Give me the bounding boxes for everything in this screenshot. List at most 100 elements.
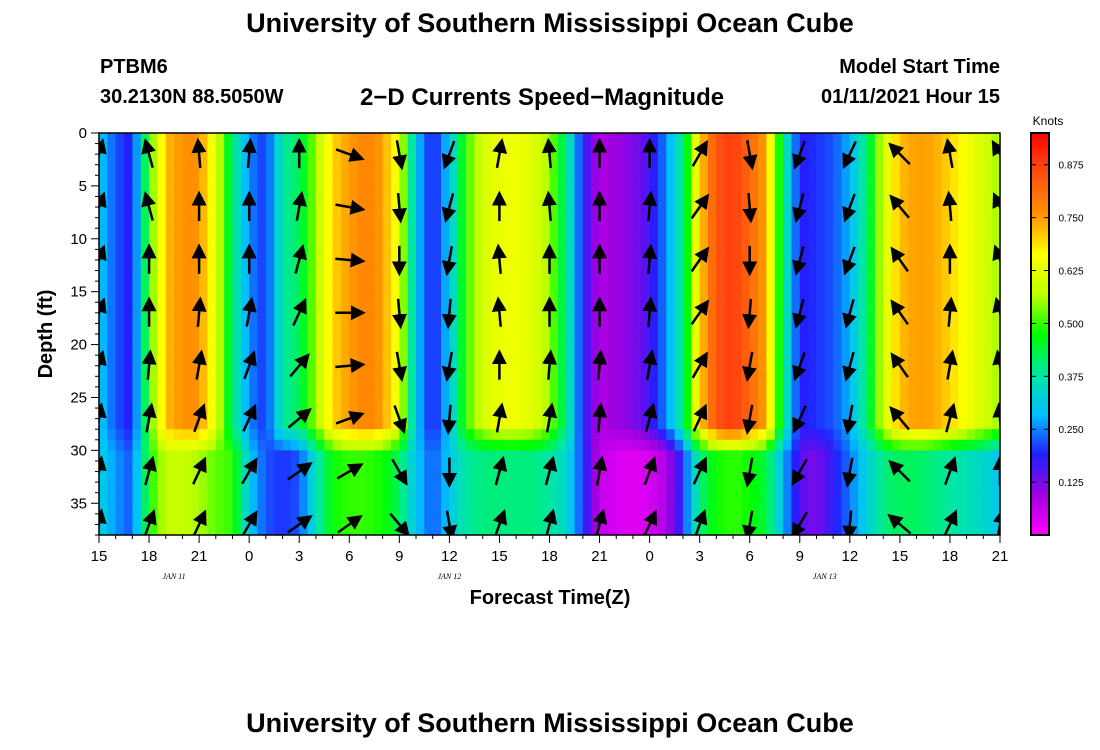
heatmap-cell — [107, 429, 117, 441]
heatmap-cell — [691, 291, 701, 303]
heatmap-cell — [524, 376, 534, 388]
chart-subtitle: 2−D Currents Speed−Magnitude — [360, 84, 725, 111]
heatmap-cell — [124, 344, 133, 356]
heatmap-cell — [874, 270, 884, 282]
heatmap-cell — [357, 196, 367, 208]
heatmap-cell — [165, 513, 175, 526]
heatmap-cell — [290, 334, 300, 346]
heatmap-cell — [507, 376, 517, 388]
heatmap-cell — [482, 376, 492, 388]
heatmap-cell — [274, 228, 284, 240]
heatmap-cell — [407, 281, 417, 293]
heatmap-cell — [215, 482, 225, 494]
heatmap-cell — [716, 164, 726, 176]
heatmap-cell — [941, 439, 951, 451]
heatmap-cell — [974, 503, 984, 515]
heatmap-cell — [874, 471, 884, 483]
heatmap-cell — [549, 281, 559, 293]
heatmap-cell — [107, 207, 117, 219]
heatmap-cell — [265, 492, 275, 504]
heatmap-cell — [174, 397, 184, 409]
heatmap-cell — [124, 492, 133, 504]
heatmap-cell — [174, 175, 184, 187]
model-start-label: Model Start Time — [839, 56, 1000, 78]
heatmap-cell — [699, 429, 709, 441]
heatmap-cell — [115, 196, 125, 208]
heatmap-cell — [616, 503, 626, 515]
heatmap-cell — [674, 302, 684, 314]
heatmap-cell — [808, 439, 818, 451]
heatmap-cell — [974, 439, 984, 451]
heatmap-cell — [816, 249, 826, 261]
heatmap-cell — [424, 471, 434, 483]
heatmap-cell — [783, 228, 793, 240]
heatmap-cell — [449, 270, 459, 282]
heatmap-cell — [799, 460, 809, 473]
heatmap-cell — [240, 503, 250, 515]
current-vector — [888, 459, 911, 483]
heatmap-cell — [666, 259, 676, 272]
heatmap-cell — [149, 471, 158, 483]
heatmap-cell — [407, 270, 417, 282]
heatmap-cell — [858, 429, 868, 441]
heatmap-cell — [340, 312, 350, 325]
heatmap-cell — [382, 492, 392, 504]
heatmap-cell — [924, 207, 934, 219]
heatmap-cell — [466, 217, 476, 229]
heatmap-cell — [324, 185, 334, 198]
heatmap-cell — [657, 312, 667, 325]
heatmap-cell — [582, 154, 592, 166]
heatmap-cell — [149, 217, 158, 229]
heatmap-cell — [824, 492, 834, 504]
heatmap-cell — [532, 270, 542, 282]
heatmap-cell — [949, 334, 959, 346]
heatmap-cell — [274, 355, 284, 367]
heatmap-cell — [190, 397, 200, 409]
heatmap-cell — [157, 397, 167, 409]
heatmap-cell — [332, 175, 342, 187]
heatmap-cell — [816, 185, 826, 198]
heatmap-cell — [674, 133, 684, 145]
heatmap-cell — [916, 196, 926, 208]
heatmap-cell — [816, 418, 826, 430]
colorbar-title: Knots — [1033, 114, 1064, 128]
heatmap-cell — [824, 228, 834, 240]
heatmap-cell — [666, 408, 676, 420]
current-vector — [392, 140, 407, 171]
heatmap-cell — [741, 408, 751, 420]
heatmap-cell — [549, 175, 559, 187]
heatmap-cell — [874, 281, 884, 293]
heatmap-cell — [282, 482, 292, 494]
heatmap-cell — [390, 143, 400, 155]
heatmap-cell — [449, 376, 459, 388]
heatmap-cell — [99, 524, 108, 535]
heatmap-cell — [274, 376, 284, 388]
heatmap-cell — [390, 344, 400, 356]
heatmap-cell — [933, 185, 943, 198]
heatmap-cell — [716, 482, 726, 494]
current-vector — [692, 403, 708, 432]
heatmap-cell — [591, 439, 601, 451]
heatmap-cell — [441, 228, 450, 240]
heatmap-cell — [758, 439, 767, 451]
heatmap-cell — [974, 164, 984, 176]
heatmap-cell — [933, 503, 943, 515]
heatmap-cell — [849, 249, 859, 261]
heatmap-cell — [574, 154, 584, 166]
current-vector — [492, 402, 508, 433]
heatmap-cell — [232, 408, 242, 420]
heatmap-cell — [107, 217, 117, 229]
heatmap-cell — [799, 471, 809, 483]
heatmap-cell — [891, 503, 901, 515]
heatmap-cell — [407, 386, 417, 399]
heatmap-cell — [916, 524, 926, 535]
heatmap-cell — [441, 439, 450, 451]
heatmap-cell — [516, 196, 526, 208]
heatmap-cell — [983, 482, 993, 494]
heatmap-cell — [99, 334, 108, 346]
heatmap-cell — [382, 164, 392, 176]
heatmap-cell — [899, 376, 909, 388]
heatmap-cell — [374, 164, 384, 176]
heatmap-cell — [149, 386, 158, 399]
heatmap-cell — [607, 460, 617, 473]
